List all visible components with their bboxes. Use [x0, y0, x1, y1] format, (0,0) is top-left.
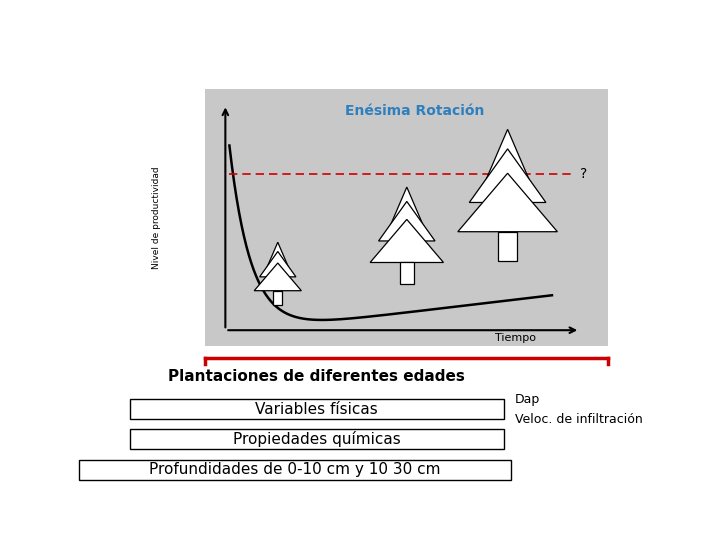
FancyBboxPatch shape — [400, 262, 413, 284]
Text: Propiedades químicas: Propiedades químicas — [233, 431, 400, 447]
Text: Veloc. de infiltración: Veloc. de infiltración — [515, 413, 642, 426]
Text: Variables físicas: Variables físicas — [256, 402, 378, 417]
Text: PRODUCTIVIDAD Y CAPACIDAD DE SITIO: PRODUCTIVIDAD Y CAPACIDAD DE SITIO — [64, 17, 656, 43]
Polygon shape — [469, 149, 546, 202]
Text: Enésima Rotación: Enésima Rotación — [345, 105, 485, 118]
Text: ?: ? — [580, 167, 588, 181]
FancyBboxPatch shape — [498, 232, 517, 261]
FancyBboxPatch shape — [79, 460, 511, 480]
FancyBboxPatch shape — [130, 429, 504, 449]
Polygon shape — [485, 130, 531, 183]
Polygon shape — [370, 219, 444, 262]
Polygon shape — [267, 242, 289, 268]
Polygon shape — [458, 173, 557, 232]
Text: Plantaciones de diferentes edades: Plantaciones de diferentes edades — [168, 369, 465, 384]
Polygon shape — [390, 187, 424, 227]
Text: Tiempo: Tiempo — [495, 333, 536, 343]
FancyBboxPatch shape — [130, 399, 504, 419]
Polygon shape — [260, 252, 296, 277]
Polygon shape — [254, 263, 302, 291]
Text: Profundidades de 0-10 cm y 10 30 cm: Profundidades de 0-10 cm y 10 30 cm — [150, 462, 441, 477]
Text: Nivel de productividad: Nivel de productividad — [153, 166, 161, 269]
Polygon shape — [379, 201, 435, 241]
Text: Dap: Dap — [515, 393, 540, 406]
FancyBboxPatch shape — [274, 291, 282, 305]
